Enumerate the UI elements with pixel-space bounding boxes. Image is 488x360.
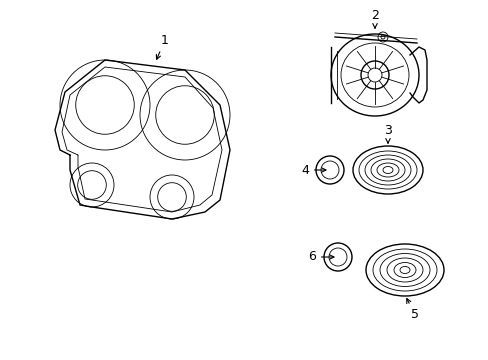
Text: 4: 4 (301, 163, 325, 176)
Text: 1: 1 (156, 33, 168, 59)
Text: 5: 5 (406, 298, 418, 321)
Text: 2: 2 (370, 9, 378, 28)
Text: 6: 6 (307, 251, 333, 264)
Text: 3: 3 (383, 123, 391, 143)
